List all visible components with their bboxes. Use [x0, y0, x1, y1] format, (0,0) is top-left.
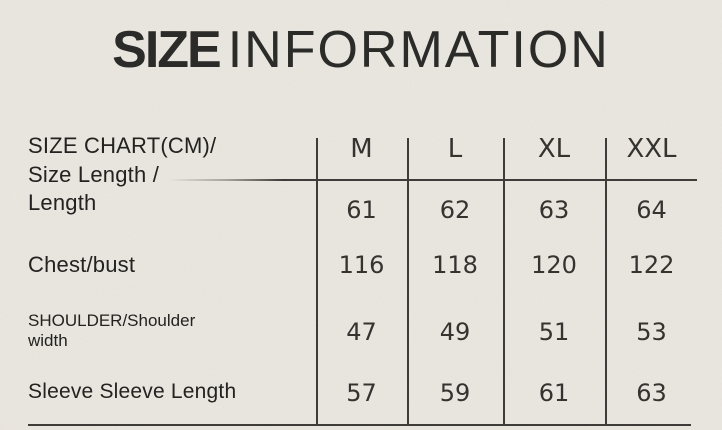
- row-label-shoulder: SHOULDER/Shoulder width: [28, 311, 196, 350]
- size-value-cell: 116: [338, 251, 385, 279]
- header-underline: [168, 179, 697, 181]
- column-divider: [605, 138, 607, 425]
- size-value-cell: 120: [531, 251, 577, 279]
- size-value-cell: 49: [439, 318, 471, 346]
- size-value-cell: 64: [636, 196, 667, 224]
- column-divider: [407, 138, 409, 425]
- row-label-chest: Chest/bust: [28, 252, 136, 277]
- size-value-cell: 47: [346, 318, 377, 346]
- column-divider: [503, 138, 505, 425]
- column-divider: [316, 138, 318, 425]
- size-value-cell: 51: [538, 318, 570, 346]
- corner-label-line-2: Size Length /: [28, 161, 160, 187]
- title-bold-word: SIZE: [112, 21, 222, 79]
- size-value-cell: 63: [636, 379, 667, 407]
- corner-label: SIZE CHART(CM)/ Size Length / Length: [28, 132, 216, 218]
- size-column-header-xxl: XXL: [626, 134, 677, 164]
- size-value-cell: 63: [538, 196, 570, 224]
- size-value-cell: 57: [346, 379, 377, 407]
- size-value-cell: 62: [439, 196, 471, 224]
- size-value-cell: 59: [439, 379, 471, 407]
- row-label-sleeve: Sleeve Sleeve Length: [28, 380, 237, 403]
- size-column-header-m: M: [350, 134, 373, 164]
- page-title: SIZE INFORMATION: [0, 24, 722, 76]
- size-value-cell: 122: [628, 251, 675, 279]
- size-column-header-l: L: [447, 134, 463, 164]
- corner-label-line-3: Length: [28, 190, 97, 215]
- corner-label-line-1: SIZE CHART(CM)/: [28, 133, 217, 158]
- title-light-word: INFORMATION: [227, 21, 610, 79]
- table-bottom-rule: [28, 424, 691, 426]
- size-value-cell: 61: [538, 379, 570, 407]
- size-value-cell: 53: [636, 318, 667, 346]
- size-value-cell: 61: [346, 196, 377, 224]
- size-column-header-xl: XL: [537, 134, 571, 164]
- size-value-cell: 118: [432, 251, 478, 279]
